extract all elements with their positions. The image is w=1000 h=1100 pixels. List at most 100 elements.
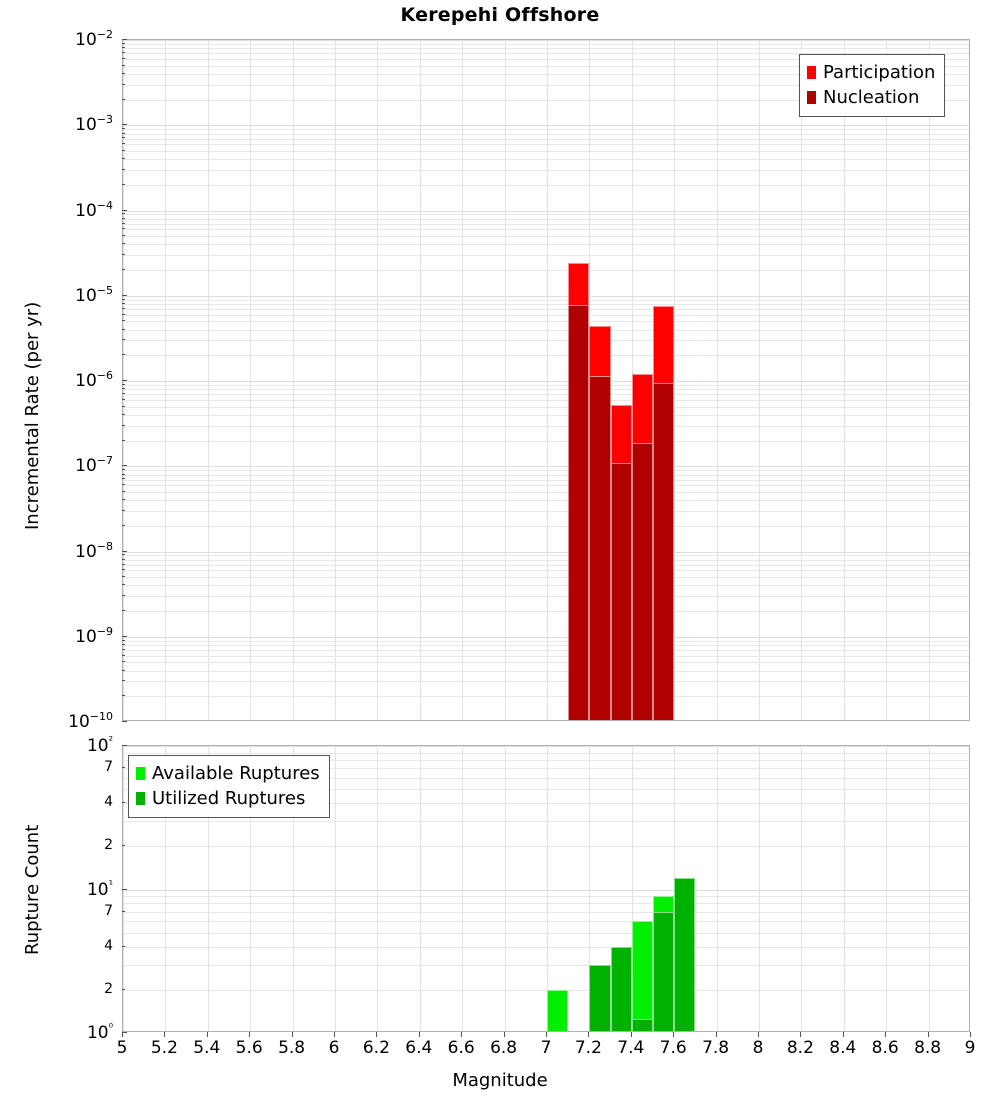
gridline-vertical — [547, 40, 548, 720]
x-tick-label: 5.2 — [150, 1038, 178, 1058]
gridline-horizontal — [123, 236, 969, 238]
bar-nucleation — [631, 442, 653, 720]
top-panel-y-minor-tickmark — [122, 83, 125, 85]
x-tick-label: 7.6 — [659, 1038, 687, 1058]
top-panel-y-tick-label: 10−8 — [75, 539, 113, 562]
gridline-horizontal — [123, 946, 969, 948]
gridline-horizontal — [123, 144, 969, 146]
gridline-horizontal — [123, 485, 969, 487]
gridline-horizontal — [123, 611, 969, 613]
x-tick-label: 5.8 — [278, 1038, 306, 1058]
bottom-panel-y-tickmark — [122, 888, 127, 890]
top-panel-y-minor-tickmark — [122, 499, 125, 501]
top-panel-y-minor-tickmark — [122, 509, 125, 511]
top-panel-y-minor-tickmark — [122, 554, 125, 556]
top-panel-y-tickmark — [122, 635, 127, 637]
top-panel-y-tick-label: 10−10 — [68, 710, 113, 732]
gridline-horizontal — [123, 65, 969, 67]
bar-nucleation — [589, 375, 611, 720]
gridline-horizontal — [123, 125, 969, 127]
top-panel-y-minor-tickmark — [122, 490, 125, 492]
gridline-horizontal — [123, 650, 969, 651]
gridline-horizontal — [123, 133, 969, 135]
top-panel-y-tick-label: 10−9 — [75, 624, 113, 647]
x-tickmark — [249, 1032, 251, 1037]
x-tick-label: 7 — [540, 1038, 552, 1058]
x-tickmark — [206, 1032, 208, 1037]
legend-item-utilized-ruptures: Utilized Ruptures — [136, 786, 320, 811]
x-tickmark — [291, 1032, 293, 1037]
x-tickmark — [334, 1032, 335, 1037]
gridline-vertical — [207, 746, 209, 1031]
gridline-vertical — [250, 40, 252, 720]
legend-label-nucleation: Nucleation — [823, 86, 920, 108]
x-tick-label: 5 — [116, 1038, 128, 1058]
gridline-horizontal — [123, 768, 969, 770]
gridline-horizontal — [123, 214, 969, 216]
gridline-horizontal — [123, 932, 969, 934]
top-panel-y-minor-tickmark — [122, 57, 125, 59]
top-panel-y-minor-tickmark — [122, 569, 125, 571]
x-tickmark — [461, 1032, 463, 1037]
gridline-horizontal — [123, 304, 969, 305]
x-tickmark — [715, 1032, 717, 1037]
x-tick-label: 8.6 — [871, 1038, 899, 1058]
gridline-horizontal — [123, 48, 969, 50]
gridline-horizontal — [123, 321, 969, 323]
gridline-vertical — [292, 40, 294, 720]
gridline-horizontal — [123, 43, 969, 45]
gridline-horizontal — [123, 645, 969, 646]
gridline-horizontal — [123, 555, 969, 557]
top-panel-y-minor-tickmark — [122, 484, 125, 486]
top-panel-y-minor-tickmark — [122, 524, 125, 526]
gridline-horizontal — [123, 474, 969, 476]
gridline-horizontal — [123, 169, 969, 171]
gridline-vertical — [335, 40, 336, 720]
bar-nucleation — [568, 304, 590, 720]
top-panel-y-minor-tickmark — [122, 473, 125, 475]
top-panel-y-tickmark — [122, 380, 127, 381]
top-panel-y-tickmark — [122, 124, 127, 126]
gridline-horizontal — [123, 696, 969, 698]
gridline-vertical — [589, 746, 591, 1031]
bottom-panel-y-tick-label: 2 — [104, 980, 113, 997]
gridline-horizontal — [123, 803, 969, 805]
top-panel-y-minor-tickmark — [122, 413, 125, 415]
gridline-vertical — [504, 746, 506, 1031]
gridline-horizontal — [123, 789, 969, 791]
gridline-horizontal — [123, 150, 969, 152]
x-tick-label: 6.4 — [405, 1038, 433, 1058]
gridline-vertical — [886, 746, 888, 1031]
gridline-horizontal — [123, 389, 969, 391]
top-panel-y-tick-label: 10−7 — [75, 454, 113, 477]
gridline-horizontal — [123, 596, 969, 598]
gridline-horizontal — [123, 466, 969, 468]
gridline-vertical — [207, 40, 209, 720]
top-panel-y-minor-tickmark — [122, 439, 125, 441]
legend-label-participation: Participation — [823, 61, 936, 83]
x-tick-label: 7.2 — [574, 1038, 602, 1058]
gridline-horizontal — [123, 821, 969, 822]
gridline-horizontal — [123, 989, 969, 991]
gridline-horizontal — [123, 399, 969, 401]
gridline-vertical — [716, 746, 718, 1031]
gridline-horizontal — [123, 309, 969, 310]
gridline-vertical — [377, 40, 379, 720]
top-panel-y-minor-tickmark — [122, 72, 125, 74]
top-panel-y-minor-tickmark — [122, 339, 125, 341]
x-tickmark — [673, 1032, 675, 1037]
gridline-horizontal — [123, 159, 969, 161]
bar-utilized-ruptures — [631, 1019, 653, 1031]
gridline-vertical — [801, 746, 803, 1031]
top-panel-y-minor-tickmark — [122, 307, 125, 309]
x-tick-label: 9 — [964, 1038, 976, 1058]
gridline-horizontal — [123, 355, 969, 357]
gridline-vertical — [674, 40, 676, 720]
gridline-vertical — [759, 746, 760, 1031]
gridline-vertical — [504, 40, 506, 720]
incremental-rate-plot-area — [122, 39, 970, 721]
x-tickmark — [588, 1032, 590, 1037]
top-panel-y-minor-tickmark — [122, 383, 125, 385]
top-panel-y-minor-tickmark — [122, 47, 125, 49]
